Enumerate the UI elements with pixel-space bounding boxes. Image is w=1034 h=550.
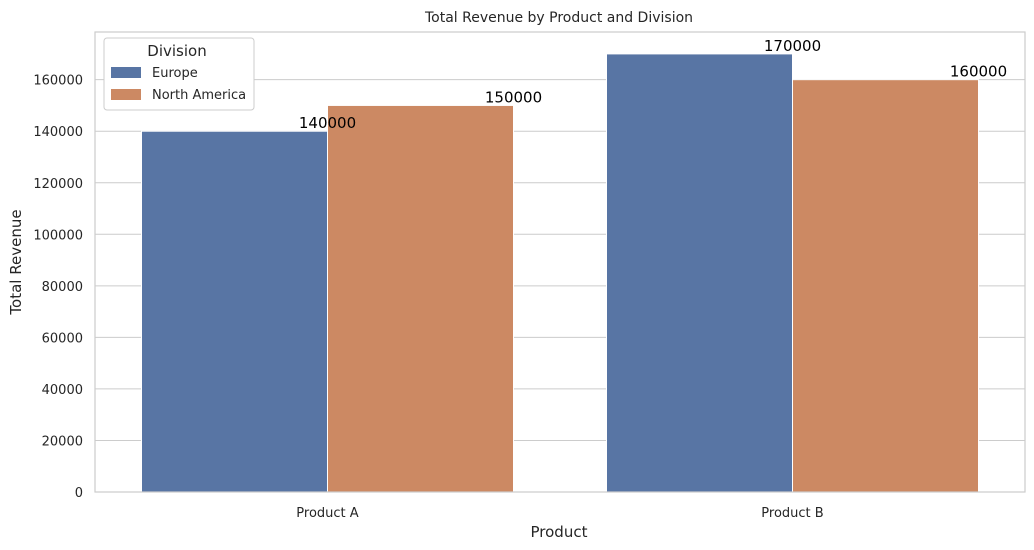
x-tick-label: Product B bbox=[761, 506, 823, 521]
y-tick-label: 140000 bbox=[33, 125, 83, 140]
bar-labels: 140000 150000 170000 160000 bbox=[299, 37, 1007, 132]
bars-layer bbox=[141, 53, 979, 493]
x-ticks: Product A Product B bbox=[296, 506, 823, 521]
legend-title: Division bbox=[147, 42, 206, 60]
y-tick-label: 160000 bbox=[33, 74, 83, 89]
bar bbox=[327, 104, 514, 493]
bar-value-label: 160000 bbox=[950, 63, 1007, 81]
y-tick-label: 100000 bbox=[33, 228, 83, 243]
legend-items: Europe North America bbox=[111, 66, 246, 103]
y-axis-label: Total Revenue bbox=[7, 209, 25, 315]
plot-frame bbox=[94, 31, 1026, 493]
bar-value-label: 140000 bbox=[299, 114, 356, 132]
y-tick-label: 80000 bbox=[42, 280, 83, 295]
y-tick-label: 120000 bbox=[33, 177, 83, 192]
legend-entry: Europe bbox=[152, 66, 198, 81]
y-tick-label: 0 bbox=[75, 486, 83, 501]
legend: Division Europe North America bbox=[103, 37, 255, 111]
x-axis-label: Product bbox=[531, 523, 588, 541]
x-tick-label: Product A bbox=[296, 506, 358, 521]
y-tick-label: 20000 bbox=[42, 434, 83, 449]
legend-entry: North America bbox=[152, 88, 246, 103]
bar-value-label: 150000 bbox=[485, 88, 542, 106]
legend-swatch bbox=[111, 89, 141, 100]
bar bbox=[606, 53, 793, 493]
y-ticks: 0 20000 40000 60000 80000 100000 120000 140000 1… bbox=[33, 74, 83, 501]
bar bbox=[141, 130, 328, 493]
y-tick-label: 60000 bbox=[42, 331, 83, 346]
y-tick-label: 40000 bbox=[42, 383, 83, 398]
chart-title: Total Revenue by Product and Division bbox=[424, 10, 693, 26]
legend-swatch bbox=[111, 67, 141, 78]
bar bbox=[792, 79, 979, 493]
bar-value-label: 170000 bbox=[764, 37, 821, 55]
legend-box bbox=[103, 37, 255, 111]
